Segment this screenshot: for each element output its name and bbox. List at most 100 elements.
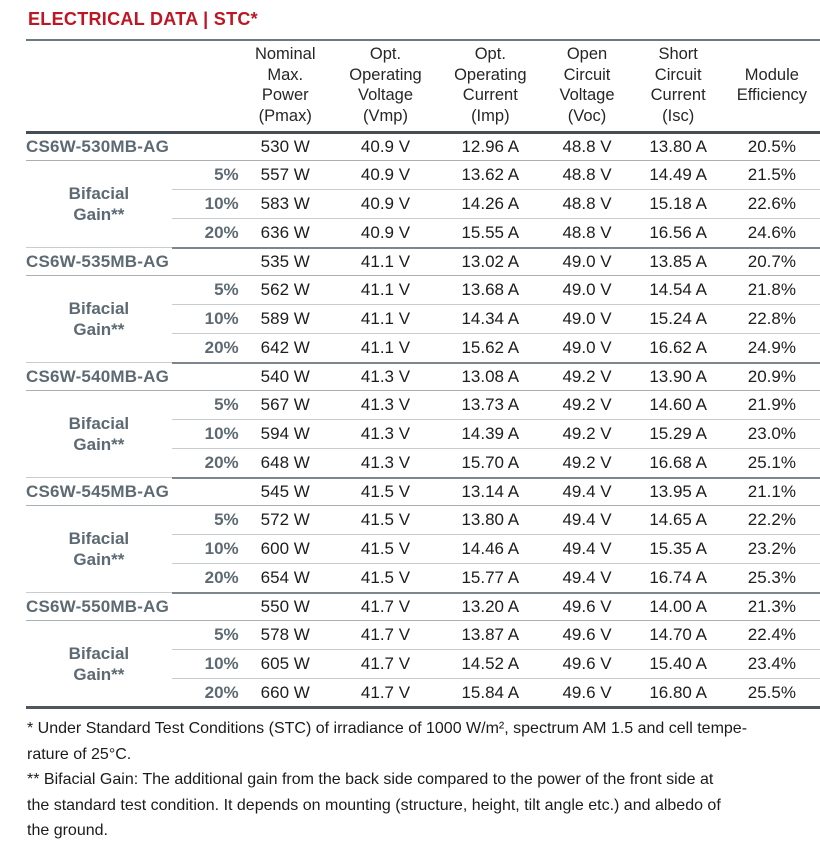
footnote-bifacial-line3: the ground. <box>27 822 108 839</box>
model-name: CS6W-550MB-AG <box>26 592 239 621</box>
model-group: CS6W-545MB-AG 545 W 41.5 V 13.14 A 49.4 … <box>26 477 820 594</box>
page-title: ELECTRICAL DATA | STC* <box>28 9 258 29</box>
footnotes: * Under Standard Test Conditions (STC) o… <box>27 716 819 844</box>
cell-imp: 15.77 A <box>439 563 542 594</box>
cell-efficiency: 20.9% <box>723 362 820 391</box>
cell-voc: 49.2 V <box>541 419 633 449</box>
col-header-efficiency: Module Efficiency <box>723 39 820 134</box>
cell-pmax: 654 W <box>238 563 332 594</box>
electrical-data-table: Nominal Max. Power (Pmax) Opt. Operating… <box>26 39 820 709</box>
model-name: CS6W-545MB-AG <box>26 477 239 506</box>
cell-pmax: 583 W <box>238 189 332 219</box>
gain-percent: 5% <box>171 160 239 190</box>
cell-voc: 49.6 V <box>541 649 633 679</box>
cell-efficiency: 20.7% <box>723 247 820 276</box>
cell-voc: 49.4 V <box>541 477 633 506</box>
footnote-bifacial-line2: the standard test condition. It depends … <box>27 796 721 814</box>
model-group: CS6W-530MB-AG 530 W 40.9 V 12.96 A 48.8 … <box>26 132 820 249</box>
cell-vmp: 41.1 V <box>331 275 440 305</box>
cell-isc: 14.65 A <box>632 505 724 535</box>
cell-efficiency: 23.4% <box>723 649 820 679</box>
cell-imp: 13.68 A <box>439 275 542 305</box>
cell-imp: 13.08 A <box>439 362 542 391</box>
cell-voc: 49.0 V <box>541 333 633 364</box>
gain-percent: 10% <box>171 649 239 679</box>
cell-pmax: 605 W <box>238 649 332 679</box>
cell-pmax: 530 W <box>238 132 332 161</box>
cell-voc: 49.0 V <box>541 304 633 334</box>
table-row: CS6W-530MB-AG 530 W 40.9 V 12.96 A 48.8 … <box>26 132 820 161</box>
cell-voc: 49.4 V <box>541 505 633 535</box>
table-row: CS6W-545MB-AG 545 W 41.5 V 13.14 A 49.4 … <box>26 477 820 506</box>
cell-voc: 49.6 V <box>541 620 633 650</box>
cell-imp: 14.46 A <box>439 534 542 564</box>
cell-efficiency: 21.9% <box>723 390 820 420</box>
cell-efficiency: 22.2% <box>723 505 820 535</box>
cell-imp: 13.87 A <box>439 620 542 650</box>
cell-imp: 13.02 A <box>439 247 542 276</box>
cell-voc: 48.8 V <box>541 218 633 249</box>
cell-isc: 13.90 A <box>632 362 724 391</box>
gain-percent: 5% <box>171 275 239 305</box>
footnote-bifacial-line1: ** Bifacial Gain: The additional gain fr… <box>27 771 714 788</box>
bifacial-gain-label: Bifacial Gain** <box>26 275 172 363</box>
cell-voc: 49.2 V <box>541 390 633 420</box>
model-group: CS6W-550MB-AG 550 W 41.7 V 13.20 A 49.6 … <box>26 592 820 709</box>
table-row: Bifacial Gain** 5% 567 W 41.3 V 13.73 A … <box>26 390 820 478</box>
cell-efficiency: 20.5% <box>723 132 820 161</box>
cell-vmp: 41.7 V <box>331 678 440 709</box>
cell-vmp: 41.1 V <box>331 333 440 364</box>
model-group: CS6W-535MB-AG 535 W 41.1 V 13.02 A 49.0 … <box>26 247 820 364</box>
header-spacer <box>26 39 239 134</box>
cell-isc: 16.74 A <box>632 563 724 594</box>
cell-pmax: 660 W <box>238 678 332 709</box>
cell-isc: 15.35 A <box>632 534 724 564</box>
col-header-vmp: Opt. Operating Voltage (Vmp) <box>331 39 440 134</box>
gain-percent: 5% <box>171 620 239 650</box>
cell-isc: 14.70 A <box>632 620 724 650</box>
cell-vmp: 41.5 V <box>331 563 440 594</box>
cell-imp: 15.84 A <box>439 678 542 709</box>
cell-efficiency: 22.8% <box>723 304 820 334</box>
cell-isc: 14.00 A <box>632 592 724 621</box>
table-row: Bifacial Gain** 5% 572 W 41.5 V 13.80 A … <box>26 505 820 593</box>
col-header-isc: Short Circuit Current (Isc) <box>632 39 724 134</box>
cell-isc: 16.68 A <box>632 448 724 479</box>
table-row: 20% 636 W 40.9 V 15.55 A 48.8 V 16.56 A … <box>26 218 820 249</box>
table-row: 20% 654 W 41.5 V 15.77 A 49.4 V 16.74 A … <box>26 563 820 594</box>
cell-voc: 49.0 V <box>541 275 633 305</box>
cell-vmp: 41.1 V <box>331 304 440 334</box>
cell-efficiency: 23.0% <box>723 419 820 449</box>
cell-vmp: 41.3 V <box>331 448 440 479</box>
cell-efficiency: 24.6% <box>723 218 820 249</box>
cell-efficiency: 21.5% <box>723 160 820 190</box>
cell-pmax: 572 W <box>238 505 332 535</box>
cell-pmax: 535 W <box>238 247 332 276</box>
table-row: Bifacial Gain** 5% 557 W 40.9 V 13.62 A … <box>26 160 820 248</box>
cell-isc: 15.18 A <box>632 189 724 219</box>
gain-percent: 10% <box>171 304 239 334</box>
cell-pmax: 540 W <box>238 362 332 391</box>
cell-pmax: 545 W <box>238 477 332 506</box>
table-row: 10% 594 W 41.3 V 14.39 A 49.2 V 15.29 A … <box>26 419 820 449</box>
cell-vmp: 40.9 V <box>331 189 440 219</box>
cell-voc: 49.2 V <box>541 362 633 391</box>
table-row: 10% 600 W 41.5 V 14.46 A 49.4 V 15.35 A … <box>26 534 820 564</box>
col-header-voc: Open Circuit Voltage (Voc) <box>541 39 633 134</box>
cell-pmax: 642 W <box>238 333 332 364</box>
table-row: CS6W-535MB-AG 535 W 41.1 V 13.02 A 49.0 … <box>26 247 820 276</box>
cell-pmax: 562 W <box>238 275 332 305</box>
cell-imp: 13.80 A <box>439 505 542 535</box>
cell-voc: 49.6 V <box>541 678 633 709</box>
cell-voc: 49.0 V <box>541 247 633 276</box>
cell-vmp: 41.7 V <box>331 592 440 621</box>
cell-pmax: 636 W <box>238 218 332 249</box>
gain-percent: 10% <box>171 189 239 219</box>
gain-percent: 10% <box>171 534 239 564</box>
cell-voc: 49.4 V <box>541 534 633 564</box>
cell-vmp: 41.5 V <box>331 477 440 506</box>
cell-vmp: 40.9 V <box>331 160 440 190</box>
cell-vmp: 41.3 V <box>331 390 440 420</box>
cell-isc: 13.85 A <box>632 247 724 276</box>
